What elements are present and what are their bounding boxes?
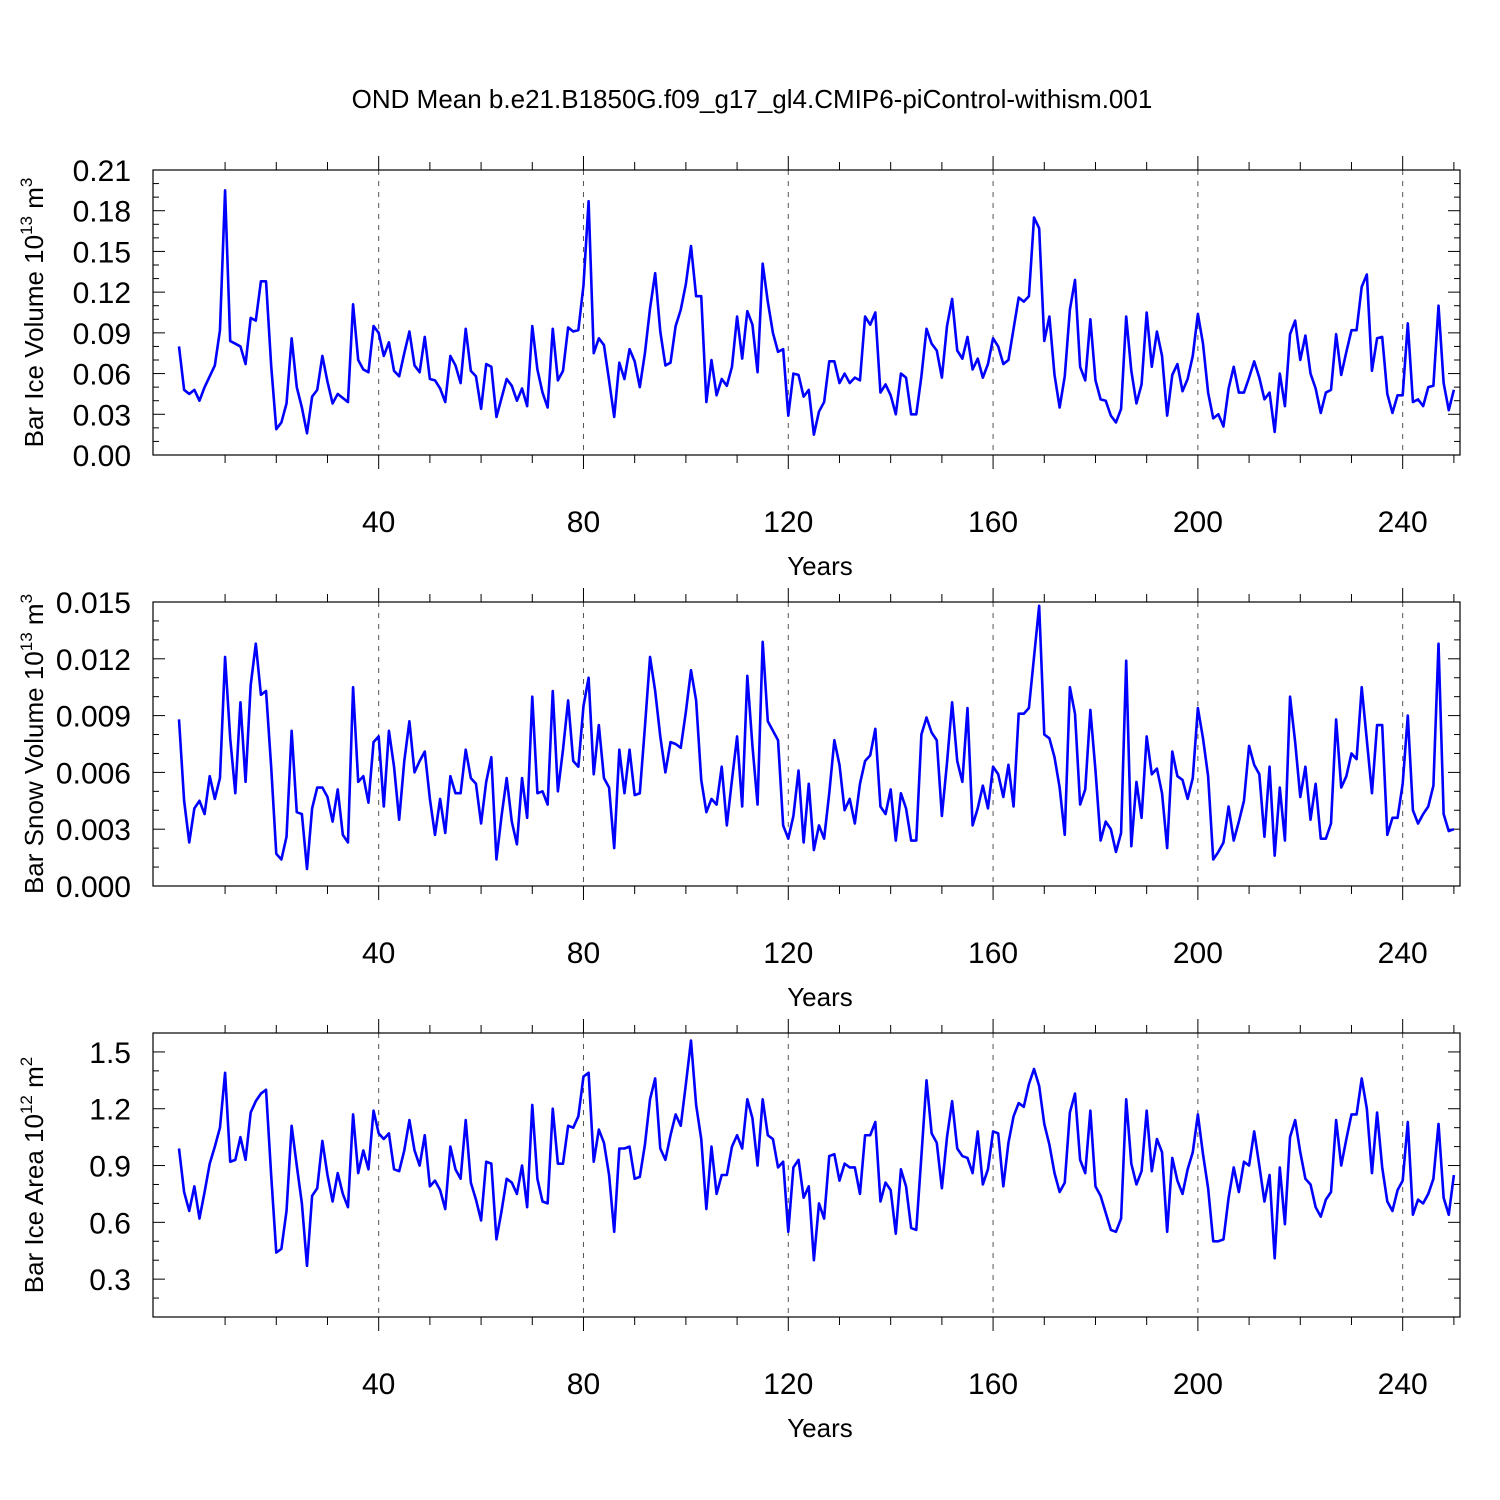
x-axis-title: Years xyxy=(787,551,853,581)
x-tick-label: 40 xyxy=(362,506,395,539)
x-tick-label: 80 xyxy=(567,506,600,539)
y-axis-title: Bar Ice Volume 1013 m3 xyxy=(17,178,49,448)
y-tick-label: 0.015 xyxy=(56,587,131,620)
y-tick-label: 0.006 xyxy=(56,757,131,790)
plot-frame xyxy=(152,601,1461,887)
x-tick-label: 240 xyxy=(1378,506,1428,539)
y-tick-label: 0.9 xyxy=(89,1151,131,1184)
x-axis-title: Years xyxy=(787,982,853,1012)
series-line xyxy=(177,604,1455,871)
x-tick-label: 160 xyxy=(968,506,1018,539)
x-tick-label: 200 xyxy=(1173,1368,1223,1401)
y-tick-label: 0.000 xyxy=(56,871,131,904)
x-tick-label: 80 xyxy=(567,1368,600,1401)
y-tick-label: 0.03 xyxy=(73,399,131,432)
panel-ice-area: 0.3 0.6 0.9 1.2 1.5 40 80 120 160 200 240 Years Bar … xyxy=(17,1019,1461,1443)
y-tick-label: 0.12 xyxy=(73,277,131,310)
x-tick-label: 40 xyxy=(362,937,395,970)
x-tick-label: 200 xyxy=(1173,937,1223,970)
y-tick-label: 1.5 xyxy=(89,1037,131,1070)
y-tick-label: 0.3 xyxy=(89,1264,131,1297)
x-tick-label: 240 xyxy=(1378,1368,1428,1401)
y-tick-label: 0.012 xyxy=(56,644,131,677)
y-tick-label: 0.21 xyxy=(73,155,131,188)
x-tick-label: 40 xyxy=(362,1368,395,1401)
y-tick-label: 0.6 xyxy=(89,1207,131,1240)
y-axis-title: Bar Snow Volume 1013 m3 xyxy=(17,594,49,894)
plot-frame xyxy=(152,169,1461,456)
x-tick-label: 80 xyxy=(567,937,600,970)
y-tick-label: 0.09 xyxy=(73,318,131,351)
y-axis-title: Bar Ice Area 1012 m2 xyxy=(17,1057,49,1294)
x-tick-label: 120 xyxy=(763,1368,813,1401)
plot-frame xyxy=(152,1032,1461,1318)
y-tick-label: 0.003 xyxy=(56,814,131,847)
x-tick-label: 120 xyxy=(763,937,813,970)
x-tick-label: 240 xyxy=(1378,937,1428,970)
series-line xyxy=(177,1039,1456,1268)
x-tick-label: 200 xyxy=(1173,506,1223,539)
y-tick-label: 0.009 xyxy=(56,701,131,734)
y-tick-label: 0.06 xyxy=(73,359,131,392)
series-line xyxy=(177,189,1456,436)
x-axis-title: Years xyxy=(787,1413,853,1443)
y-tick-label: 0.15 xyxy=(73,236,131,269)
y-tick-label: 0.18 xyxy=(73,196,131,229)
panel-ice-volume: 0.00 0.03 0.06 0.09 0.12 0.15 0.18 0.21 40 80 120 1… xyxy=(17,155,1461,581)
y-tick-label: 0.00 xyxy=(73,440,131,473)
x-tick-label: 160 xyxy=(968,937,1018,970)
y-tick-label: 1.2 xyxy=(89,1094,131,1127)
panel-snow-volume: 0.000 0.003 0.006 0.009 0.012 0.015 40 80 120 160… xyxy=(17,587,1461,1012)
x-tick-label: 160 xyxy=(968,1368,1018,1401)
x-tick-label: 120 xyxy=(763,506,813,539)
figure-title: OND Mean b.e21.B1850G.f09_g17_gl4.CMIP6-… xyxy=(352,84,1153,114)
